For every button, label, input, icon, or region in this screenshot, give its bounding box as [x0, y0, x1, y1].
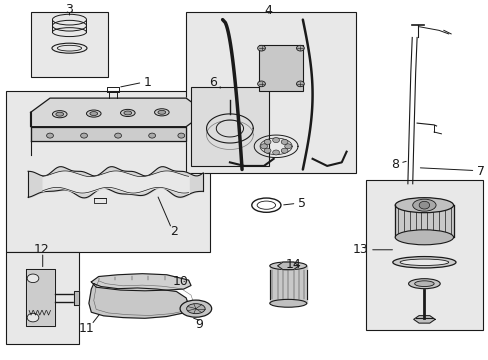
Ellipse shape — [186, 304, 204, 314]
Text: 3: 3 — [65, 3, 73, 16]
Text: 7: 7 — [476, 165, 484, 178]
Circle shape — [257, 81, 265, 87]
Text: 6: 6 — [208, 76, 216, 89]
Ellipse shape — [269, 300, 306, 307]
Bar — [6, 91, 210, 252]
Text: 13: 13 — [352, 243, 368, 256]
Ellipse shape — [56, 112, 63, 116]
Ellipse shape — [392, 257, 455, 268]
Circle shape — [296, 45, 304, 51]
Polygon shape — [30, 98, 205, 127]
Text: 5: 5 — [297, 197, 305, 210]
Circle shape — [27, 274, 39, 283]
Bar — [30, 13, 108, 77]
Bar — [186, 13, 356, 173]
Circle shape — [178, 133, 184, 138]
Circle shape — [272, 138, 279, 143]
Ellipse shape — [269, 262, 306, 270]
Text: 9: 9 — [195, 318, 203, 331]
Bar — [6, 252, 79, 344]
Ellipse shape — [408, 279, 439, 289]
Polygon shape — [89, 284, 188, 318]
Bar — [366, 180, 482, 330]
Circle shape — [272, 150, 279, 155]
Text: 11: 11 — [79, 322, 94, 335]
Ellipse shape — [394, 198, 453, 213]
Text: 8: 8 — [390, 158, 398, 171]
Circle shape — [418, 201, 429, 209]
Bar — [259, 45, 302, 91]
Circle shape — [257, 45, 265, 51]
Polygon shape — [26, 269, 55, 327]
Polygon shape — [30, 127, 186, 141]
Circle shape — [281, 148, 287, 153]
Ellipse shape — [180, 300, 211, 317]
Ellipse shape — [120, 109, 135, 117]
Ellipse shape — [90, 112, 98, 116]
Ellipse shape — [123, 111, 131, 115]
Polygon shape — [277, 262, 298, 270]
Circle shape — [148, 133, 155, 138]
Text: 12: 12 — [34, 243, 49, 256]
Circle shape — [27, 313, 39, 322]
Polygon shape — [269, 266, 306, 303]
Polygon shape — [74, 291, 79, 305]
Circle shape — [264, 148, 270, 153]
Polygon shape — [413, 316, 434, 323]
Ellipse shape — [154, 109, 169, 116]
Text: 10: 10 — [172, 275, 188, 288]
Ellipse shape — [412, 199, 435, 211]
Text: 4: 4 — [264, 4, 272, 17]
Circle shape — [115, 133, 121, 138]
Ellipse shape — [86, 110, 101, 117]
Ellipse shape — [399, 259, 448, 265]
Circle shape — [281, 139, 287, 144]
Circle shape — [81, 133, 87, 138]
Text: 2: 2 — [170, 225, 178, 238]
Circle shape — [46, 133, 53, 138]
Text: 14: 14 — [285, 257, 301, 271]
Ellipse shape — [52, 111, 67, 118]
Circle shape — [284, 144, 291, 149]
Circle shape — [296, 81, 304, 87]
Ellipse shape — [158, 111, 165, 114]
Bar — [191, 87, 268, 166]
Ellipse shape — [414, 281, 433, 287]
Circle shape — [260, 144, 267, 149]
Ellipse shape — [394, 230, 453, 245]
Circle shape — [264, 139, 270, 144]
Polygon shape — [91, 274, 191, 291]
Polygon shape — [394, 205, 453, 237]
Text: 1: 1 — [143, 76, 151, 89]
